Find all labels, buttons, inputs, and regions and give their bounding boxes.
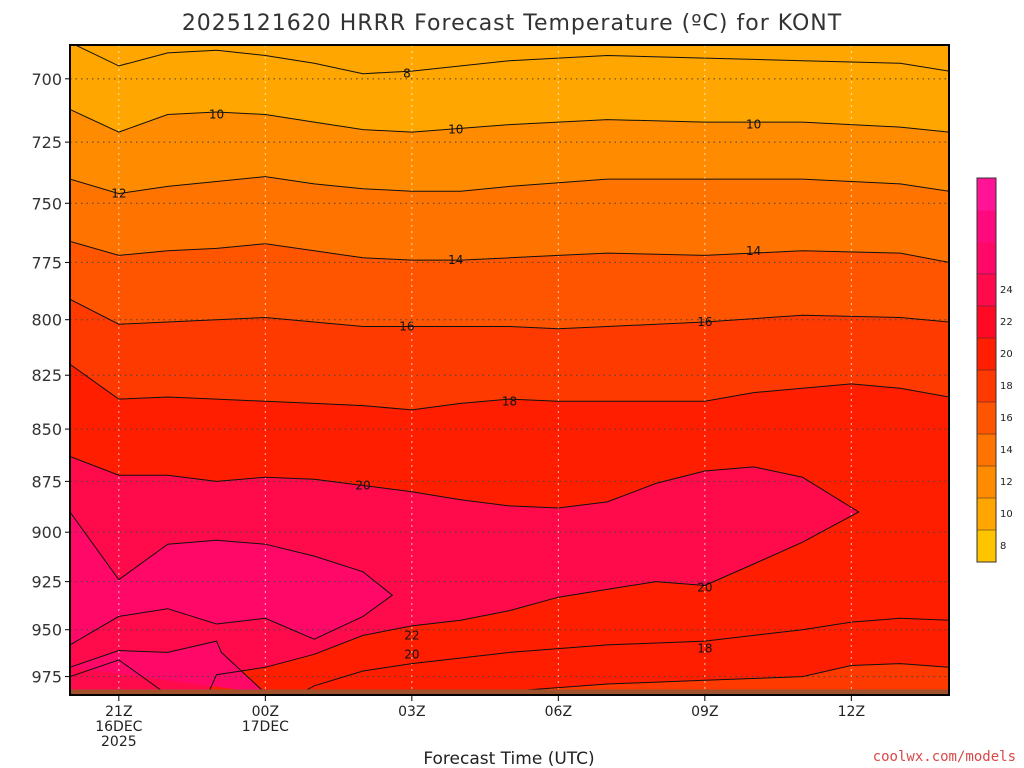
colorbar-tick-label: 8 [1000,541,1006,552]
ground-layer [70,689,949,695]
band-22-24-0 [70,512,393,645]
colorbar-tick-label: 20 [1000,349,1013,360]
x-axis-label: Forecast Time (UTC) [423,749,594,768]
x-tick-label: 03Z [398,704,425,720]
colorbar-swatch [977,306,996,339]
colorbar-swatch [977,498,996,531]
colorbar-tick-label: 18 [1000,381,1013,392]
colorbar-swatch [977,466,996,499]
x-tick-label: 17DEC [242,719,289,735]
contour-line-20 [70,659,168,695]
contour-line-22 [70,511,394,646]
contour-label: 16 [697,315,712,329]
x-tick-label: 00Z [252,704,279,720]
colorbar-tick-label: 10 [1000,509,1013,520]
colorbar-tick-label: 24 [1000,285,1013,296]
colorbar-tick-label: 14 [1000,445,1013,456]
x-tick-label: 06Z [545,704,572,720]
colorbar-tick-label: 16 [1000,413,1013,424]
band-22-24-1 [70,641,266,694]
y-tick-label: 925 [31,573,62,592]
band-20-22 [70,456,859,695]
contour-label: 8 [403,67,411,81]
x-tick-label: 12Z [838,704,865,720]
y-tick-label: 875 [31,472,62,491]
colorbar-swatch [977,274,996,307]
contour-line-16 [70,298,949,330]
contour-line-12 [70,176,949,195]
y-tick-label: 700 [31,70,62,89]
y-tick-label: 800 [31,311,62,330]
contour-label: 20 [697,580,712,594]
contour-label: 10 [209,108,224,122]
y-tick-label: 750 [31,194,62,213]
contour-label: 22 [404,628,419,642]
y-tick-label: 850 [31,420,62,439]
band-18-20-low [297,618,949,695]
contour-label: 18 [502,394,517,408]
colorbar-swatch [977,338,996,371]
contour-line-14 [70,240,949,263]
colorbar-swatch [977,178,996,211]
x-tick-label: 21Z [105,704,132,720]
contour-label: 12 [111,187,126,201]
contour-label: 10 [746,118,761,132]
contour-line-low-0 [296,617,949,695]
y-axis: 700 725 750 775 800 825 850 875 900 925 950 975 [31,70,70,687]
contour-label: 14 [448,253,463,267]
colorbar-swatch [977,370,996,403]
plot-area [70,45,949,695]
y-tick-label: 975 [31,668,62,687]
credit-text: coolwx.com/models [873,749,1016,765]
y-tick-label: 725 [31,133,62,152]
plot-frame [69,44,950,696]
y-tick-label: 950 [31,621,62,640]
colorbar-swatch [977,402,996,435]
x-tick-label: 16DEC [95,719,142,735]
ground-fill [70,689,949,695]
contour-label: 20 [355,478,370,492]
contour-line-20 [70,456,860,695]
colorbar-tick-label: 22 [1000,317,1013,328]
colorbar-tick-label: 12 [1000,477,1013,488]
x-tick-label: 2025 [101,734,137,750]
contour-line-10 [70,109,949,133]
colorbar-swatch [977,530,996,563]
contour-labels: 8 10 10 10 12 14 14 16 16 18 18 20 20 20 22 [111,67,761,662]
colorbar-swatch [977,210,996,243]
contour-label: 14 [746,244,761,258]
contour-label: 16 [399,319,414,333]
colorbar: 8 10 12 14 16 18 20 22 24 [976,177,1013,563]
contour-line-8 [74,45,949,75]
x-tick-label: 09Z [691,704,718,720]
y-tick-label: 900 [31,523,62,542]
colorbar-swatch [977,434,996,467]
contour-line-22 [70,640,266,694]
colorbar-swatch [977,242,996,275]
y-tick-label: 775 [31,253,62,272]
contour-label: 20 [404,647,419,661]
contour-label: 10 [448,123,463,137]
contour-line-18 [70,363,949,411]
contour-label: 18 [697,642,712,656]
chart-title: 2025121620 HRRR Forecast Temperature (ºC… [182,11,842,36]
y-tick-label: 825 [31,366,62,385]
